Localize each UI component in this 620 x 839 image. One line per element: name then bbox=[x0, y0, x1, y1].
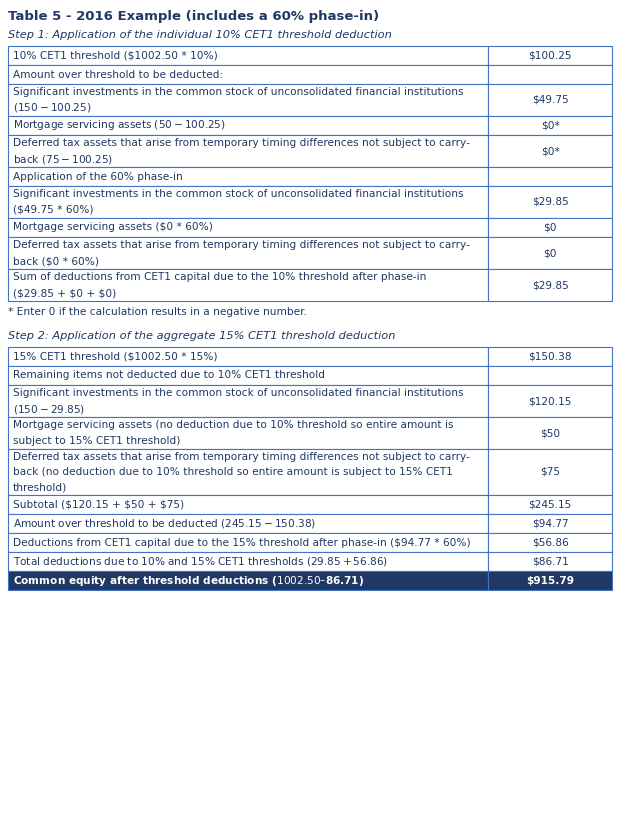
Text: $245.15: $245.15 bbox=[528, 499, 572, 509]
Bar bbox=[488, 65, 612, 84]
Text: $50: $50 bbox=[540, 428, 560, 438]
Text: $0*: $0* bbox=[541, 146, 559, 156]
Text: ($29.85 + $0 + $0): ($29.85 + $0 + $0) bbox=[13, 288, 117, 298]
Bar bbox=[488, 46, 612, 65]
Bar bbox=[8, 385, 488, 417]
Text: Total deductions due to 10% and 15% CET1 thresholds ($29.85 + $56.86): Total deductions due to 10% and 15% CET1… bbox=[13, 555, 388, 568]
Bar bbox=[8, 514, 488, 533]
Bar bbox=[488, 237, 612, 269]
Bar bbox=[8, 269, 488, 301]
Text: Sum of deductions from CET1 capital due to the 10% threshold after phase-in: Sum of deductions from CET1 capital due … bbox=[13, 272, 427, 282]
Bar bbox=[488, 417, 612, 449]
Bar bbox=[488, 533, 612, 552]
Text: $29.85: $29.85 bbox=[532, 280, 569, 290]
Bar bbox=[8, 237, 488, 269]
Text: ($150 - $100.25): ($150 - $100.25) bbox=[13, 102, 91, 114]
Text: $120.15: $120.15 bbox=[528, 396, 572, 406]
Bar bbox=[488, 552, 612, 571]
Bar bbox=[488, 186, 612, 218]
Text: ($49.75 * 60%): ($49.75 * 60%) bbox=[13, 205, 94, 215]
Text: ($150 - $29.85): ($150 - $29.85) bbox=[13, 403, 85, 415]
Bar bbox=[488, 218, 612, 237]
Text: Subtotal ($120.15 + $50 + $75): Subtotal ($120.15 + $50 + $75) bbox=[13, 499, 184, 509]
Text: Mortgage servicing assets ($0 * 60%): Mortgage servicing assets ($0 * 60%) bbox=[13, 222, 213, 232]
Bar bbox=[8, 495, 488, 514]
Bar bbox=[8, 347, 488, 366]
Text: $0*: $0* bbox=[541, 121, 559, 131]
Text: * Enter 0 if the calculation results in a negative number.: * Enter 0 if the calculation results in … bbox=[8, 307, 307, 317]
Text: back ($0 * 60%): back ($0 * 60%) bbox=[13, 256, 99, 266]
Text: Remaining items not deducted due to 10% CET1 threshold: Remaining items not deducted due to 10% … bbox=[13, 371, 325, 381]
Text: $150.38: $150.38 bbox=[528, 352, 572, 362]
Bar bbox=[488, 449, 612, 495]
Text: $94.77: $94.77 bbox=[532, 519, 569, 529]
Bar bbox=[488, 135, 612, 167]
Bar bbox=[8, 533, 488, 552]
Bar bbox=[488, 385, 612, 417]
Text: back ($75 - $100.25): back ($75 - $100.25) bbox=[13, 153, 113, 165]
Bar bbox=[488, 514, 612, 533]
Bar bbox=[8, 449, 488, 495]
Bar bbox=[8, 65, 488, 84]
Bar bbox=[8, 417, 488, 449]
Text: Deductions from CET1 capital due to the 15% threshold after phase-in ($94.77 * 6: Deductions from CET1 capital due to the … bbox=[13, 538, 471, 548]
Bar bbox=[8, 167, 488, 186]
Text: Application of the 60% phase-in: Application of the 60% phase-in bbox=[13, 171, 183, 181]
Text: $0: $0 bbox=[543, 222, 557, 232]
Bar bbox=[8, 552, 488, 571]
Text: Amount over threshold to be deducted ($245.15 - $150.38): Amount over threshold to be deducted ($2… bbox=[13, 517, 316, 530]
Text: Deferred tax assets that arise from temporary timing differences not subject to : Deferred tax assets that arise from temp… bbox=[13, 451, 470, 461]
Text: Significant investments in the common stock of unconsolidated financial institut: Significant investments in the common st… bbox=[13, 189, 464, 199]
Text: $29.85: $29.85 bbox=[532, 197, 569, 207]
Text: Step 1: Application of the individual 10% CET1 threshold deduction: Step 1: Application of the individual 10… bbox=[8, 30, 392, 40]
Bar bbox=[488, 84, 612, 116]
Bar bbox=[488, 269, 612, 301]
Bar bbox=[8, 366, 488, 385]
Bar bbox=[488, 167, 612, 186]
Bar bbox=[8, 186, 488, 218]
Text: Common equity after threshold deductions ($1002.50 – $86.71): Common equity after threshold deductions… bbox=[13, 574, 364, 587]
Text: subject to 15% CET1 threshold): subject to 15% CET1 threshold) bbox=[13, 436, 180, 446]
Text: threshold): threshold) bbox=[13, 482, 67, 492]
Text: $100.25: $100.25 bbox=[528, 50, 572, 60]
Bar bbox=[488, 366, 612, 385]
Text: $56.86: $56.86 bbox=[532, 538, 569, 548]
Text: Mortgage servicing assets ($50 - $100.25): Mortgage servicing assets ($50 - $100.25… bbox=[13, 118, 226, 133]
Text: $75: $75 bbox=[540, 467, 560, 477]
Bar bbox=[8, 571, 488, 590]
Text: $49.75: $49.75 bbox=[532, 95, 569, 105]
Text: Amount over threshold to be deducted:: Amount over threshold to be deducted: bbox=[13, 70, 223, 80]
Bar bbox=[8, 46, 488, 65]
Text: $0: $0 bbox=[543, 248, 557, 258]
Text: $86.71: $86.71 bbox=[532, 556, 569, 566]
Bar bbox=[488, 571, 612, 590]
Text: $915.79: $915.79 bbox=[526, 576, 574, 586]
Text: Deferred tax assets that arise from temporary timing differences not subject to : Deferred tax assets that arise from temp… bbox=[13, 138, 470, 148]
Text: 10% CET1 threshold ($1002.50 * 10%): 10% CET1 threshold ($1002.50 * 10%) bbox=[13, 50, 218, 60]
Text: Mortgage servicing assets (no deduction due to 10% threshold so entire amount is: Mortgage servicing assets (no deduction … bbox=[13, 420, 453, 430]
Text: back (no deduction due to 10% threshold so entire amount is subject to 15% CET1: back (no deduction due to 10% threshold … bbox=[13, 467, 453, 477]
Bar bbox=[8, 84, 488, 116]
Text: 15% CET1 threshold ($1002.50 * 15%): 15% CET1 threshold ($1002.50 * 15%) bbox=[13, 352, 218, 362]
Text: Deferred tax assets that arise from temporary timing differences not subject to : Deferred tax assets that arise from temp… bbox=[13, 240, 470, 250]
Text: Step 2: Application of the aggregate 15% CET1 threshold deduction: Step 2: Application of the aggregate 15%… bbox=[8, 331, 396, 341]
Bar bbox=[488, 347, 612, 366]
Bar bbox=[488, 495, 612, 514]
Text: Significant investments in the common stock of unconsolidated financial institut: Significant investments in the common st… bbox=[13, 87, 464, 97]
Bar bbox=[8, 218, 488, 237]
Bar bbox=[8, 135, 488, 167]
Bar bbox=[488, 116, 612, 135]
Text: Significant investments in the common stock of unconsolidated financial institut: Significant investments in the common st… bbox=[13, 388, 464, 398]
Bar bbox=[8, 116, 488, 135]
Text: Table 5 - 2016 Example (includes a 60% phase-in): Table 5 - 2016 Example (includes a 60% p… bbox=[8, 10, 379, 23]
